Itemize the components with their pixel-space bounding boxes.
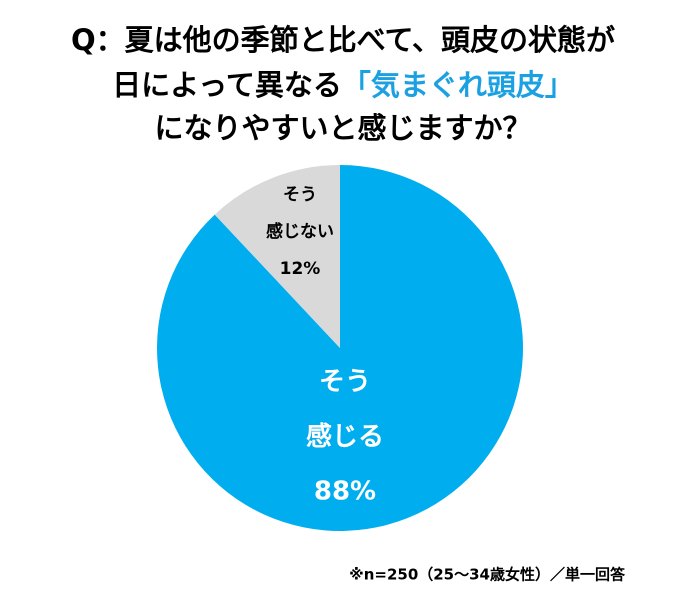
pie-slice bbox=[214, 165, 340, 348]
chart-title-highlight: 「気まぐれ頭皮」 bbox=[342, 68, 574, 102]
chart-title: Q：夏は他の季節と比べて、頭皮の状態が bbox=[71, 23, 615, 57]
slice-label: そう感じない bbox=[266, 185, 334, 242]
slice-label-line: 感じる bbox=[306, 422, 384, 452]
chart-title: 日によって異なる bbox=[112, 68, 342, 102]
slice-label-line: そう bbox=[319, 367, 371, 397]
chart-title: になりやすいと感じますか？ bbox=[154, 111, 531, 145]
chart-title: 日によって異なる「気まぐれ頭皮」 bbox=[112, 68, 574, 102]
slice-label: そう感じる bbox=[306, 367, 384, 452]
value-label: 88% bbox=[314, 477, 376, 507]
value-label: 12% bbox=[280, 259, 321, 279]
slice-label-line: 感じない bbox=[266, 221, 334, 242]
footnote: ※n=250（25～34歳女性）／単一回答 bbox=[349, 566, 626, 584]
slice-label-line: そう bbox=[283, 185, 317, 205]
